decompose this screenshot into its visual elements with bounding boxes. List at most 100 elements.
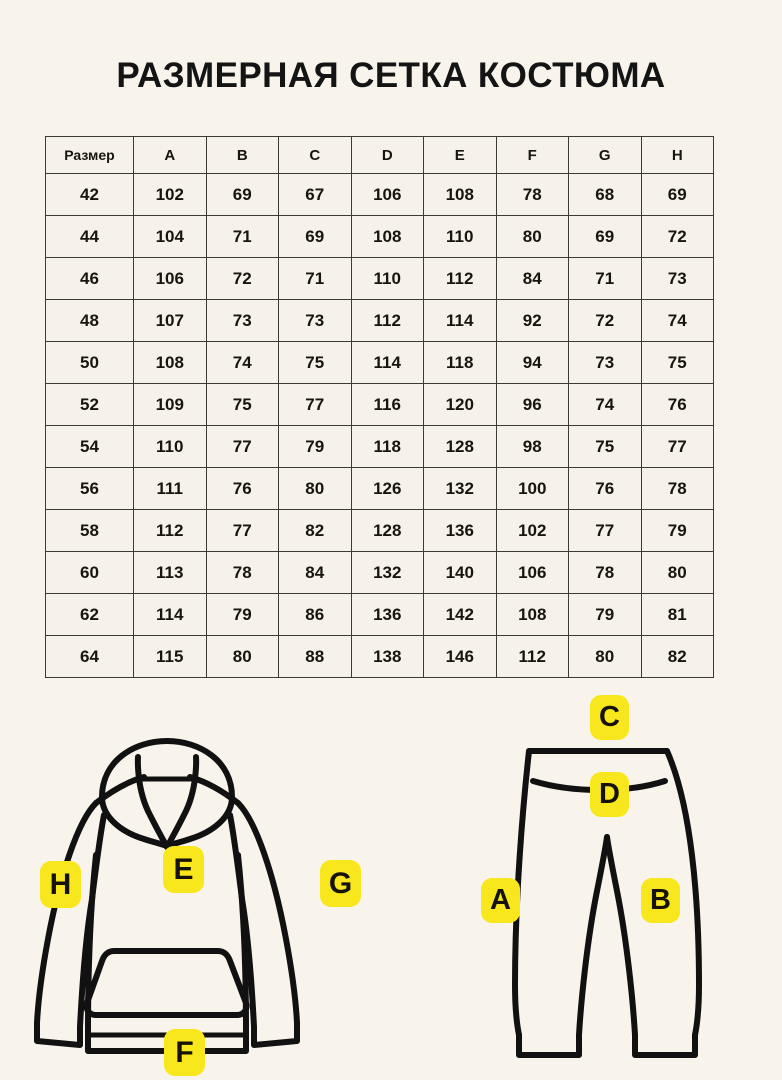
table-cell-value: 77 <box>278 383 352 426</box>
table-row: 52 109 75 77 116 120 96 74 76 <box>45 383 714 426</box>
table-body: 42 102 69 67 106 108 78 68 69 44 104 71 69 108 110 80 69… <box>45 173 714 678</box>
table-cell-value: 108 <box>495 593 569 636</box>
table-cell-value: 128 <box>350 509 424 552</box>
table-cell-value: 138 <box>350 635 424 678</box>
table-header-cell-size: Размер <box>45 136 134 174</box>
badge-d-hip-width: D <box>590 772 629 817</box>
table-cell-size: 52 <box>45 383 134 426</box>
table-cell-value: 92 <box>495 299 569 342</box>
table-cell-value: 76 <box>640 383 714 426</box>
table-cell-value: 112 <box>423 257 497 300</box>
table-cell-value: 74 <box>568 383 642 426</box>
size-chart-table-wrapper: Размер A B C D E F G H 42 102 69 67 106 108 78… <box>45 136 714 678</box>
table-cell-value: 112 <box>495 635 569 678</box>
table-row: 46 106 72 71 110 112 84 71 73 <box>45 257 714 300</box>
table-cell-value: 71 <box>205 215 279 258</box>
table-cell-value: 82 <box>640 635 714 678</box>
table-cell-value: 108 <box>423 173 497 216</box>
table-header-cell-b: B <box>205 136 279 174</box>
table-cell-value: 140 <box>423 551 497 594</box>
table-cell-value: 116 <box>350 383 424 426</box>
table-cell-value: 82 <box>278 509 352 552</box>
table-cell-value: 81 <box>640 593 714 636</box>
table-cell-size: 58 <box>45 509 134 552</box>
table-cell-value: 77 <box>205 425 279 468</box>
table-header-cell-g: G <box>568 136 642 174</box>
table-cell-value: 67 <box>278 173 352 216</box>
table-cell-value: 72 <box>205 257 279 300</box>
table-cell-value: 96 <box>495 383 569 426</box>
table-row: 56 111 76 80 126 132 100 76 78 <box>45 467 714 510</box>
table-cell-value: 114 <box>423 299 497 342</box>
table-cell-value: 108 <box>350 215 424 258</box>
table-cell-value: 75 <box>278 341 352 384</box>
badge-a-total-length: A <box>481 878 520 923</box>
table-header-row: Размер A B C D E F G H <box>45 136 714 174</box>
table-cell-value: 100 <box>495 467 569 510</box>
table-cell-value: 80 <box>568 635 642 678</box>
table-cell-value: 78 <box>495 173 569 216</box>
table-cell-value: 132 <box>350 551 424 594</box>
table-cell-value: 73 <box>205 299 279 342</box>
table-cell-value: 94 <box>495 341 569 384</box>
table-cell-value: 78 <box>640 467 714 510</box>
table-cell-value: 112 <box>350 299 424 342</box>
table-cell-value: 80 <box>278 467 352 510</box>
table-cell-value: 75 <box>205 383 279 426</box>
table-cell-value: 120 <box>423 383 497 426</box>
table-header-cell-a: A <box>133 136 207 174</box>
table-cell-value: 84 <box>495 257 569 300</box>
table-cell-value: 102 <box>495 509 569 552</box>
table-cell-value: 71 <box>568 257 642 300</box>
table-cell-value: 104 <box>133 215 207 258</box>
table-cell-value: 86 <box>278 593 352 636</box>
table-cell-value: 69 <box>205 173 279 216</box>
table-cell-value: 77 <box>205 509 279 552</box>
badge-e-chest-width: E <box>163 846 204 893</box>
table-header-cell-h: H <box>640 136 714 174</box>
table-cell-value: 75 <box>568 425 642 468</box>
table-cell-value: 126 <box>350 467 424 510</box>
table-header: Размер A B C D E F G H <box>45 136 714 174</box>
table-cell-value: 84 <box>278 551 352 594</box>
table-row: 54 110 77 79 118 128 98 75 77 <box>45 425 714 468</box>
table-cell-size: 46 <box>45 257 134 300</box>
table-cell-value: 76 <box>205 467 279 510</box>
table-cell-value: 128 <box>423 425 497 468</box>
badge-g-garment-length: G <box>320 860 361 907</box>
table-cell-value: 79 <box>568 593 642 636</box>
badge-f-hem-width: F <box>164 1029 205 1076</box>
table-cell-value: 98 <box>495 425 569 468</box>
table-cell-value: 107 <box>133 299 207 342</box>
table-cell-value: 78 <box>568 551 642 594</box>
table-cell-value: 79 <box>205 593 279 636</box>
table-cell-value: 80 <box>495 215 569 258</box>
table-cell-value: 113 <box>133 551 207 594</box>
table-cell-value: 73 <box>568 341 642 384</box>
table-cell-value: 110 <box>133 425 207 468</box>
table-cell-value: 73 <box>640 257 714 300</box>
table-cell-value: 75 <box>640 341 714 384</box>
table-cell-value: 79 <box>640 509 714 552</box>
table-cell-size: 56 <box>45 467 134 510</box>
table-header-cell-f: F <box>495 136 569 174</box>
table-cell-size: 60 <box>45 551 134 594</box>
table-cell-value: 115 <box>133 635 207 678</box>
table-cell-value: 136 <box>423 509 497 552</box>
table-header-cell-c: C <box>278 136 352 174</box>
table-cell-value: 146 <box>423 635 497 678</box>
table-cell-value: 118 <box>350 425 424 468</box>
table-cell-size: 62 <box>45 593 134 636</box>
table-header-cell-e: E <box>423 136 497 174</box>
table-cell-value: 142 <box>423 593 497 636</box>
table-cell-value: 118 <box>423 341 497 384</box>
table-row: 50 108 74 75 114 118 94 73 75 <box>45 341 714 384</box>
table-cell-value: 69 <box>278 215 352 258</box>
table-cell-value: 114 <box>133 593 207 636</box>
table-row: 62 114 79 86 136 142 108 79 81 <box>45 593 714 636</box>
table-cell-value: 136 <box>350 593 424 636</box>
table-cell-size: 42 <box>45 173 134 216</box>
table-cell-value: 77 <box>640 425 714 468</box>
table-cell-value: 114 <box>350 341 424 384</box>
page-title: РАЗМЕРНАЯ СЕТКА КОСТЮМА <box>116 56 666 95</box>
